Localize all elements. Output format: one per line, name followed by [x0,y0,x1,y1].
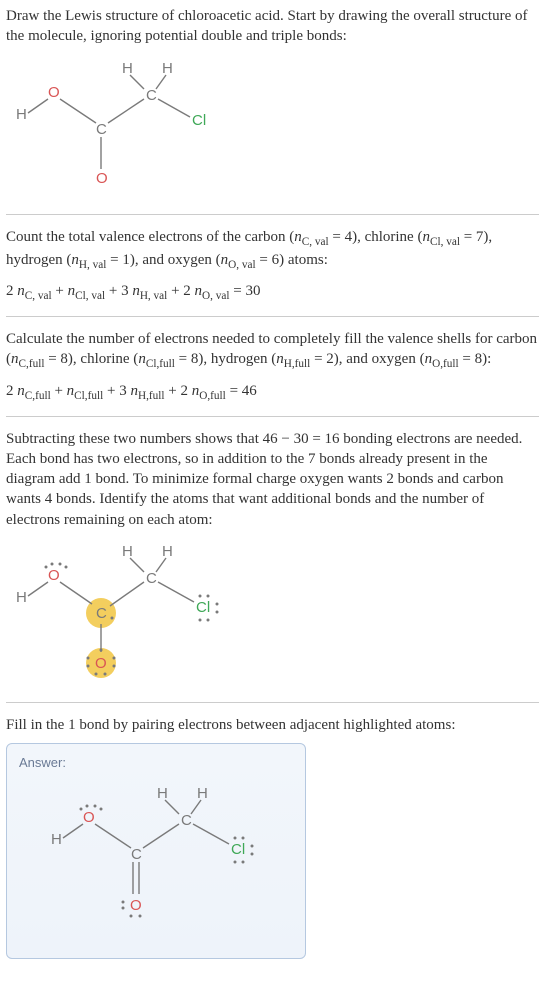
s: Cl, val [430,236,460,248]
s: C,full [25,390,51,402]
s: Cl,full [146,358,175,370]
atom-c: C [131,846,142,863]
n: n [68,283,76,299]
atom-o: O [96,170,108,187]
n: n [17,383,25,399]
n: n [130,383,138,399]
t: 2 [181,383,192,399]
atom-h: H [157,785,168,802]
divider [6,316,539,317]
diagram-skeleton: H O C O C H H Cl [6,57,539,202]
n: n [17,283,25,299]
s: C, val [25,290,52,302]
atom-cl: Cl [192,112,206,129]
s: H,full [284,358,311,370]
t: = 4), chlorine ( [329,229,423,245]
atom-o: O [95,655,107,672]
t: + [103,383,119,399]
t: 3 [121,283,132,299]
bonding-text: Subtracting these two numbers shows that… [6,429,539,530]
atom-c: C [96,121,107,138]
divider [6,702,539,703]
atom-cl: Cl [196,599,210,616]
s: O, val [228,259,256,271]
t: + [52,283,68,299]
t: = 8): [459,351,492,367]
atom-h: H [122,60,133,77]
s: O, val [202,290,230,302]
atom-h: H [51,831,62,848]
t: + [105,283,121,299]
atom-h: H [16,106,27,123]
s: O,full [432,358,459,370]
s: C,full [19,358,45,370]
t: = 6) atoms: [256,252,328,268]
t: = 30 [230,283,261,299]
intro-text: Draw the Lewis structure of chloroacetic… [6,6,539,47]
n: n [195,283,203,299]
atom-o: O [83,809,95,826]
t: + [167,283,183,299]
n: n [132,283,140,299]
answer-box: Answer: H O C O C H H Cl [6,743,306,959]
t: = 1), and oxygen ( [106,252,220,268]
divider [6,416,539,417]
s: O,full [199,390,226,402]
n: n [425,351,433,367]
atom-c: C [96,605,107,622]
n: n [71,252,79,268]
t: 2 [6,283,17,299]
atom-h: H [162,60,173,77]
divider [6,214,539,215]
atom-h: H [122,543,133,560]
atom-o: O [48,567,60,584]
diagram-lonepairs: H O C O C H H Cl [6,540,539,690]
fill-bond-text: Fill in the 1 bond by pairing electrons … [6,715,539,735]
t: 2 [6,383,17,399]
atom-c: C [146,570,157,587]
atom-o: O [48,84,60,101]
diagram-answer: H O C O C H H Cl [19,782,293,932]
t: = 8), chlorine ( [44,351,138,367]
atom-cl: Cl [231,841,245,858]
answer-label: Answer: [19,754,293,772]
s: H,full [138,390,165,402]
t: 2 [183,283,194,299]
atom-c: C [146,87,157,104]
full-shell-text: Calculate the number of electrons needed… [6,329,539,372]
full-shell-formula: 2 nC,full + nCl,full + 3 nH,full + 2 nO,… [6,381,539,404]
t: + [51,383,67,399]
t: 3 [119,383,130,399]
s: C, val [302,236,329,248]
s: Cl, val [75,290,105,302]
atom-h: H [162,543,173,560]
t: = 2), and oxygen ( [310,351,424,367]
atom-c: C [181,812,192,829]
t: + [165,383,181,399]
t: = 46 [226,383,257,399]
n: n [138,351,146,367]
valence-count-text: Count the total valence electrons of the… [6,227,539,273]
n: n [422,229,430,245]
atom-o: O [130,897,142,914]
s: H, val [79,259,107,271]
n: n [11,351,19,367]
t: = 8), hydrogen ( [175,351,276,367]
s: H, val [140,290,168,302]
n: n [276,351,284,367]
atom-h: H [197,785,208,802]
valence-formula: 2 nC, val + nCl, val + 3 nH, val + 2 nO,… [6,281,539,304]
s: Cl,full [74,390,103,402]
n: n [294,229,302,245]
atom-h: H [16,589,27,606]
t: Count the total valence electrons of the… [6,229,294,245]
